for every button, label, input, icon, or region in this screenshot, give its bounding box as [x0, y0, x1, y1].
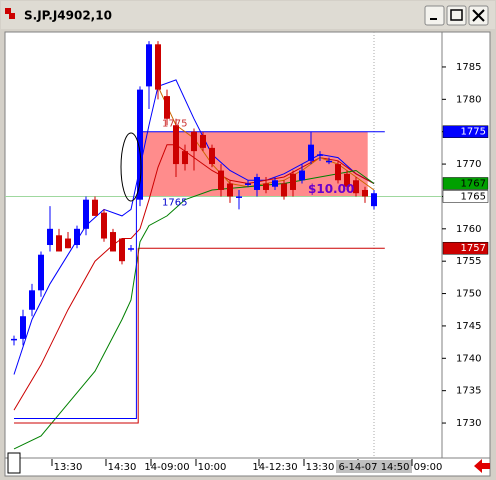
x-tick-label: 13:30 [54, 462, 83, 473]
y-tick-label: 1730 [456, 418, 481, 429]
candle-body [92, 199, 98, 216]
y-tick-label: 1735 [456, 386, 481, 397]
range-low-label: 1765 [162, 197, 187, 208]
candle-body [362, 189, 368, 197]
price-marker [442, 241, 489, 255]
y-tick-label: 1750 [456, 289, 481, 300]
y-tick-label: 1740 [456, 353, 481, 364]
y-tick-label: 1755 [456, 256, 481, 267]
candle-body [209, 147, 215, 165]
candle-body [20, 316, 26, 339]
app-icon [9, 13, 15, 19]
y-tick-label: 1780 [456, 94, 481, 105]
candle-body [299, 170, 305, 181]
x-tick-label: 14-09:00 [144, 462, 189, 473]
candle-body [146, 44, 152, 87]
candle-body [29, 290, 35, 310]
price-marker-label: 1765 [461, 191, 486, 202]
scroll-box[interactable] [7, 452, 21, 474]
candle-body [74, 228, 80, 245]
y-tick-label: 1770 [456, 159, 481, 170]
candle-body [164, 96, 170, 119]
candle-body [119, 238, 125, 262]
indicator-line [14, 196, 137, 419]
candle-body [128, 248, 134, 250]
candle-body [83, 199, 89, 229]
x-tick-label: 10:00 [198, 462, 227, 473]
scroll-arrow[interactable] [474, 459, 490, 473]
app-icon [5, 8, 11, 14]
x-label-highlight [336, 460, 412, 473]
candle-body [173, 125, 179, 165]
candle-body [182, 151, 188, 165]
candle-body [353, 180, 359, 194]
candle-body [371, 193, 377, 207]
title-bar [1, 1, 495, 29]
candle-body [317, 154, 323, 156]
candle-body [227, 183, 233, 197]
candle-body [263, 183, 269, 190]
range-size-label: $10.00 [308, 182, 354, 196]
candle-body [38, 254, 44, 291]
candle-body [218, 170, 224, 190]
candle-body [47, 228, 53, 245]
candle-body [11, 338, 17, 341]
y-tick-label: 1785 [456, 62, 481, 73]
indicator-line [14, 248, 139, 424]
candle-body [56, 235, 62, 252]
y-tick-label: 1760 [456, 224, 481, 235]
candle-body [191, 131, 197, 152]
drawing-ellipse [120, 132, 142, 202]
close-button[interactable] [468, 5, 489, 26]
window-title: S.JP.J4902,10 [24, 9, 112, 23]
candle-body [65, 238, 71, 249]
price-marker-label: 1757 [461, 243, 486, 254]
candle-body [272, 180, 278, 187]
price-marker [442, 190, 489, 203]
x-tick-label: 14-12:30 [252, 462, 297, 473]
x-tick-label: 6-14-07 14:50 [338, 462, 409, 473]
price-marker [442, 125, 489, 138]
price-marker-label: 1767 [461, 178, 486, 189]
candle-body [335, 164, 341, 181]
candle-body [245, 183, 251, 185]
candle-body [101, 212, 107, 239]
x-tick-label: 13:30 [306, 462, 335, 473]
candle-body [326, 160, 332, 163]
price-marker-label: 1775 [461, 127, 486, 138]
range-high-label: 1775 [162, 119, 187, 130]
candle-body [281, 183, 287, 197]
candle-body [290, 173, 296, 190]
candle-body [137, 89, 143, 200]
price-marker [442, 177, 489, 190]
candle-body [236, 196, 242, 198]
y-tick-label: 1745 [456, 321, 481, 332]
minimize-button[interactable] [424, 5, 445, 26]
plot: 1730 1735 1740 1745 1750 1755 1760 1765 1770 1775… [5, 32, 489, 473]
candle-body [155, 44, 161, 90]
candle-body [254, 177, 260, 190]
candle-body [344, 173, 350, 187]
maximize-button[interactable] [446, 5, 467, 26]
x-tick-label: 09:00 [414, 462, 443, 473]
candle-body [110, 232, 116, 252]
x-tick-label: 14:30 [108, 462, 137, 473]
candle-body [308, 144, 314, 161]
candle-body [200, 134, 206, 148]
